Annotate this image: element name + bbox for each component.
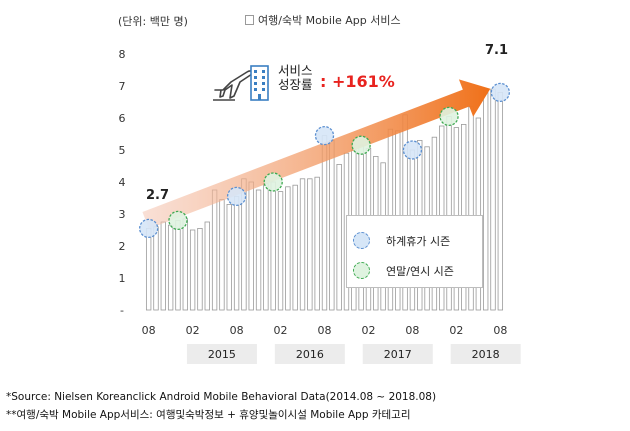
summer-marker xyxy=(139,218,159,239)
bar xyxy=(270,181,276,311)
year-box xyxy=(274,344,345,364)
bar xyxy=(197,227,203,311)
year-label: 2017 xyxy=(384,348,412,361)
year-label: 2015 xyxy=(208,348,236,361)
legend-summer-label: 하계휴가 시즌 xyxy=(386,234,451,248)
bar xyxy=(483,90,489,311)
y-tick-label: 5 xyxy=(119,144,126,157)
x-tick-label: 08 xyxy=(230,324,244,337)
bar xyxy=(292,184,298,311)
year-box xyxy=(186,344,257,364)
bar xyxy=(145,227,152,311)
bar xyxy=(182,218,188,311)
y-tick-label: 8 xyxy=(119,48,126,61)
y-tick-label: - xyxy=(120,304,124,317)
y-tick-label: 1 xyxy=(119,272,126,285)
bar xyxy=(314,176,320,311)
bar xyxy=(160,221,166,311)
airplane-icon xyxy=(213,70,254,101)
x-tick-label: 08 xyxy=(142,324,156,337)
x-tick-label: 08 xyxy=(318,324,332,337)
bar xyxy=(475,117,482,311)
unit-label: (단위: 백만 명) xyxy=(118,15,188,28)
x-tick-label: 02 xyxy=(449,324,463,337)
x-tick-label: 02 xyxy=(274,324,288,337)
holiday-marker xyxy=(263,172,283,192)
summer-marker xyxy=(226,186,247,207)
growth-callout: 서비스 성장률 xyxy=(278,64,313,92)
bar xyxy=(307,178,313,311)
year-label: 2018 xyxy=(472,348,500,361)
bar xyxy=(336,163,342,311)
x-tick-label: 08 xyxy=(405,324,419,337)
year-label: 2016 xyxy=(296,348,324,361)
bar xyxy=(211,189,218,311)
bar xyxy=(219,199,225,311)
summer-marker xyxy=(314,125,335,146)
bar xyxy=(248,181,254,311)
summer-marker xyxy=(490,82,510,103)
bar xyxy=(204,221,210,311)
holiday-marker xyxy=(351,135,371,155)
bar xyxy=(329,139,335,311)
bar xyxy=(153,226,159,311)
callout-line2: 성장률 xyxy=(278,77,313,92)
legend-holiday: 연말/연시 시즌 xyxy=(353,262,454,279)
footnote-source: *Source: Nielsen Koreanclick Android Mob… xyxy=(6,391,437,403)
end-value-label: 7.1 xyxy=(485,43,509,58)
growth-rate: : +161% xyxy=(320,72,395,91)
bar xyxy=(255,189,262,311)
holiday-marker xyxy=(439,106,459,127)
bar xyxy=(175,219,181,311)
bar xyxy=(299,178,306,311)
year-box xyxy=(362,344,433,364)
footnote-definition: **여행/숙박 Mobile App서비스: 여행및숙박정보 + 휴양및놀이시설… xyxy=(6,409,411,421)
bar xyxy=(490,88,496,311)
legend-bar-swatch xyxy=(245,15,254,25)
legend-holiday-label: 연말/연시 시즌 xyxy=(386,264,454,278)
bar xyxy=(497,92,504,311)
bar xyxy=(285,186,291,311)
x-tick-label: 02 xyxy=(361,324,375,337)
bar xyxy=(189,229,196,311)
legend-top: 여행/숙박 Mobile App 서비스 xyxy=(245,12,401,28)
season-legend: 하계휴가 시즌 연말/연시 시즌 xyxy=(346,215,483,288)
x-tick-label: 02 xyxy=(186,324,200,337)
x-tick-label: 08 xyxy=(493,324,507,337)
start-value-label: 2.7 xyxy=(146,188,170,203)
summer-circle-icon xyxy=(353,232,370,249)
holiday-marker xyxy=(168,210,188,231)
callout-line1: 서비스 xyxy=(278,63,313,78)
legend-bar-label: 여행/숙박 Mobile App 서비스 xyxy=(258,14,401,27)
bar xyxy=(277,191,284,311)
bar xyxy=(233,195,240,311)
bar xyxy=(263,183,269,311)
y-tick-label: 4 xyxy=(119,176,126,189)
holiday-circle-icon xyxy=(353,262,370,279)
legend-summer: 하계휴가 시즌 xyxy=(353,232,450,249)
y-tick-label: 7 xyxy=(119,80,126,93)
bar xyxy=(167,224,174,311)
year-box xyxy=(450,344,521,364)
y-tick-label: 6 xyxy=(119,112,126,125)
summer-marker xyxy=(402,140,423,160)
y-tick-label: 2 xyxy=(119,240,126,253)
building-icon xyxy=(250,65,269,101)
y-tick-label: 3 xyxy=(119,208,126,221)
bar xyxy=(226,203,232,311)
